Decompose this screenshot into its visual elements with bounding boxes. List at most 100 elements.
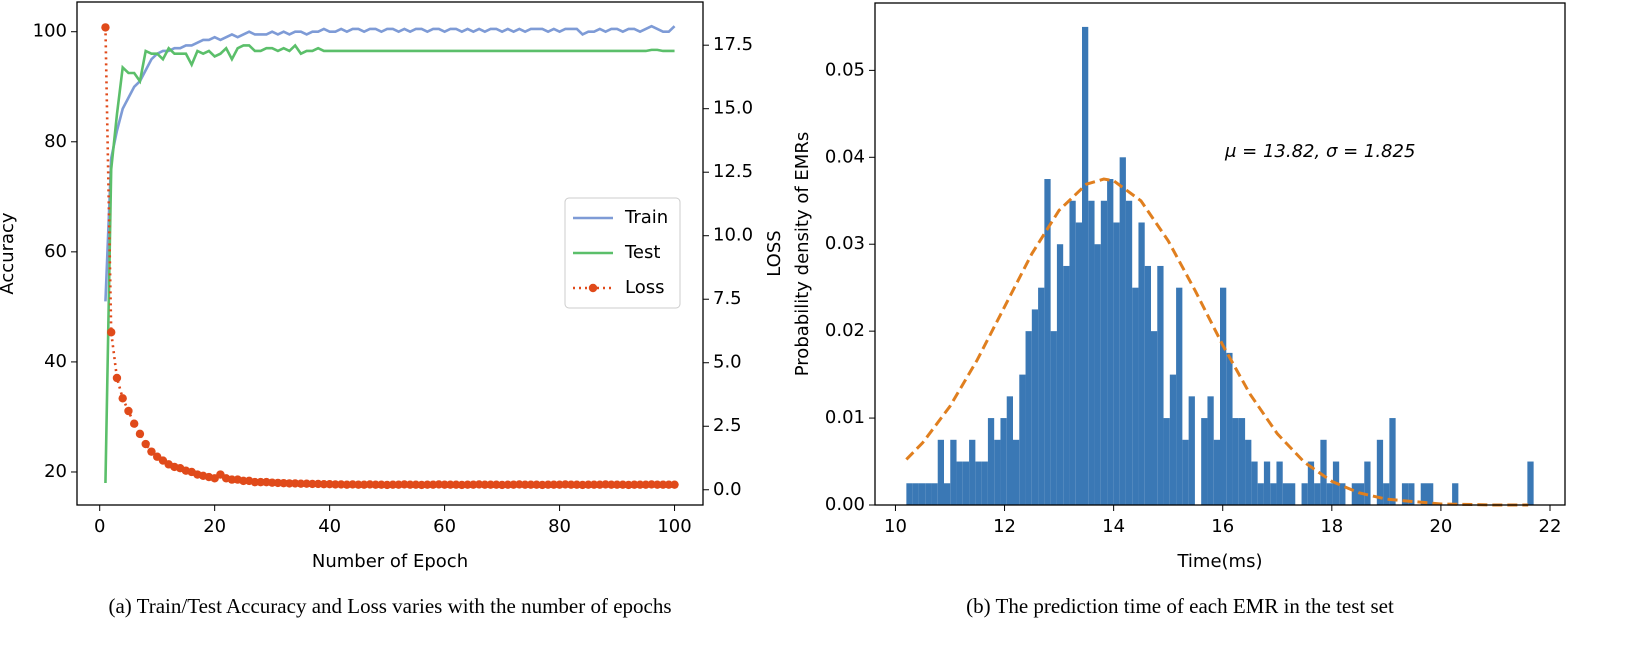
histogram-bar bbox=[1213, 439, 1220, 505]
x-tick-label: 14 bbox=[1102, 516, 1125, 537]
x-tick-label: 60 bbox=[433, 516, 456, 537]
y-tick-label: 0.01 bbox=[825, 407, 865, 428]
legend-box bbox=[564, 197, 681, 309]
marker bbox=[589, 480, 599, 489]
histogram-bar bbox=[1056, 244, 1064, 506]
caption: (a) Train/Test Accuracy and Loss varies … bbox=[108, 594, 671, 618]
histogram-bar bbox=[1069, 200, 1076, 505]
histogram-bar bbox=[1169, 374, 1177, 505]
marker bbox=[480, 480, 490, 489]
histogram-bar bbox=[1000, 418, 1007, 505]
plot-frame bbox=[76, 1, 704, 506]
marker bbox=[319, 479, 329, 489]
marker bbox=[285, 479, 294, 488]
y-tick-label: 60 bbox=[44, 241, 67, 262]
marker bbox=[135, 429, 145, 439]
marker bbox=[635, 480, 645, 489]
chart: 0 20 40 60 80 100 20 40 60 80 100 0.0 2.5 5.0 7.5 10.0 1… bbox=[0, 1, 785, 618]
x-tick-label: 12 bbox=[993, 516, 1016, 537]
histogram-bar bbox=[1320, 439, 1327, 505]
marker bbox=[630, 480, 639, 489]
histogram-bar bbox=[1263, 461, 1271, 505]
histogram-bar bbox=[1182, 439, 1189, 505]
histogram-bar bbox=[1132, 287, 1139, 505]
y-axis-label: Accuracy bbox=[0, 212, 18, 295]
histogram-bar bbox=[1238, 418, 1246, 505]
marker bbox=[664, 480, 673, 489]
histogram-bar bbox=[1270, 483, 1277, 505]
histogram-bar bbox=[1220, 287, 1227, 505]
histogram-bar bbox=[1257, 483, 1264, 505]
annotation: μ = 13.82, σ = 1.825 bbox=[1224, 141, 1415, 162]
histogram-bar bbox=[1452, 483, 1459, 505]
marker bbox=[486, 480, 495, 489]
y2-tick-label: 2.5 bbox=[713, 415, 742, 436]
y-tick-label: 100 bbox=[33, 21, 67, 42]
marker bbox=[526, 480, 536, 489]
y-tick-label: 80 bbox=[44, 131, 67, 152]
histogram-bar bbox=[1301, 483, 1308, 505]
histogram-bar bbox=[1232, 418, 1239, 505]
marker bbox=[124, 406, 133, 416]
histogram-bar bbox=[1527, 461, 1534, 505]
histogram-bar bbox=[1050, 331, 1057, 505]
histogram-bar bbox=[975, 461, 982, 505]
marker bbox=[446, 480, 455, 489]
histogram-bar bbox=[1094, 244, 1101, 506]
histogram-bar bbox=[1063, 265, 1070, 505]
histogram-bar bbox=[1307, 461, 1315, 505]
histogram-bar bbox=[1326, 483, 1333, 505]
x-tick-label: 100 bbox=[657, 516, 691, 537]
histogram-bar bbox=[1289, 483, 1296, 505]
marker bbox=[549, 480, 559, 489]
marker bbox=[463, 480, 472, 489]
y2-tick-label: 12.5 bbox=[713, 161, 753, 182]
marker bbox=[147, 447, 156, 456]
marker bbox=[388, 480, 398, 489]
histogram-bar bbox=[956, 461, 963, 505]
histogram-bar bbox=[944, 483, 951, 505]
plot-frame bbox=[874, 2, 1566, 506]
histogram-bar bbox=[1276, 461, 1283, 505]
marker bbox=[296, 479, 306, 488]
marker bbox=[239, 476, 248, 486]
histogram-bar bbox=[1113, 222, 1120, 505]
x-axis-label: Time(ms) bbox=[1176, 551, 1262, 572]
y-tick-label: 20 bbox=[44, 461, 67, 482]
histogram-bar bbox=[950, 439, 957, 505]
histogram-bar bbox=[1025, 331, 1032, 505]
histogram-bar bbox=[1088, 200, 1095, 505]
x-tick-label: 0 bbox=[94, 516, 105, 537]
marker bbox=[566, 480, 576, 489]
histogram-bar bbox=[1207, 396, 1214, 505]
histogram-bar bbox=[1107, 179, 1114, 505]
marker bbox=[503, 480, 513, 489]
histogram-bar bbox=[1364, 461, 1371, 505]
x-tick-label: 22 bbox=[1539, 516, 1562, 537]
y-tick-label: 0.03 bbox=[825, 233, 865, 254]
x-tick-label: 10 bbox=[884, 516, 907, 537]
histogram-bar bbox=[1176, 287, 1183, 505]
histogram-bar bbox=[962, 461, 970, 505]
histogram-bar bbox=[1125, 200, 1133, 505]
histogram-bar bbox=[1100, 200, 1108, 505]
series-line bbox=[104, 24, 676, 302]
histogram-bar bbox=[1408, 483, 1415, 505]
x-tick-label: 80 bbox=[548, 516, 571, 537]
x-tick-label: 18 bbox=[1320, 516, 1343, 537]
marker bbox=[607, 480, 616, 489]
histogram-bar bbox=[1282, 483, 1289, 505]
histogram-bar bbox=[987, 418, 995, 505]
marker bbox=[112, 373, 122, 383]
fit-curve bbox=[905, 177, 1529, 507]
histogram-bar bbox=[1188, 396, 1195, 505]
y2-tick-label: 0.0 bbox=[713, 479, 742, 500]
histogram-bar bbox=[1082, 26, 1089, 506]
marker bbox=[423, 480, 432, 489]
y2-tick-label: 15.0 bbox=[713, 98, 753, 119]
legend-label: Train bbox=[624, 207, 668, 228]
histogram-bar bbox=[1006, 396, 1013, 505]
histogram-bar bbox=[969, 439, 976, 505]
histogram-bar bbox=[1351, 483, 1358, 505]
